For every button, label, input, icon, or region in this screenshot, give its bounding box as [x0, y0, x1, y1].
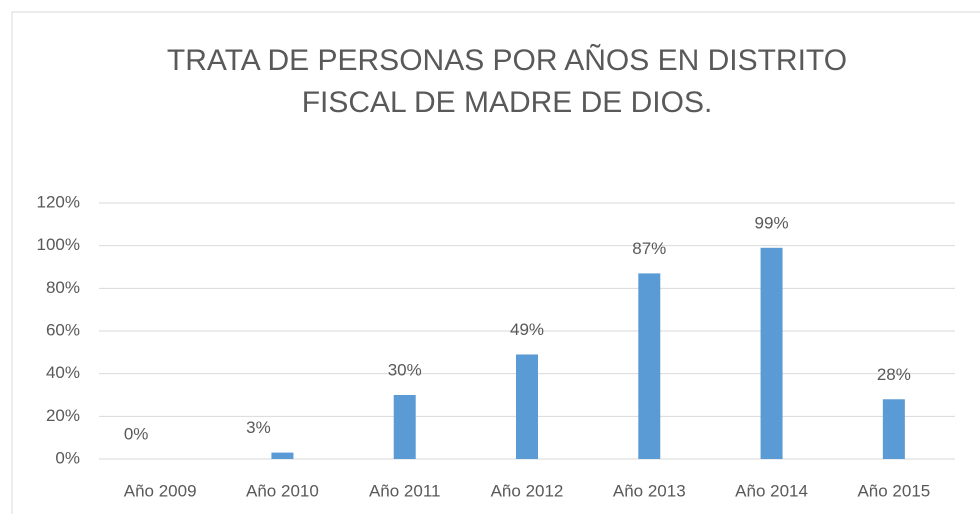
- x-tick-label: Año 2009: [124, 481, 197, 500]
- x-tick-label: Año 2011: [369, 481, 441, 500]
- y-tick-label: 40%: [46, 363, 80, 382]
- y-tick-label: 100%: [37, 235, 80, 254]
- bar: [393, 395, 416, 459]
- chart-frame: [11, 11, 980, 514]
- data-label: 28%: [877, 365, 911, 384]
- y-tick-label: 60%: [46, 320, 80, 339]
- y-tick-label: 80%: [46, 278, 80, 297]
- bar: [760, 247, 783, 459]
- x-tick-label: Año 2014: [735, 481, 808, 500]
- bar: [516, 354, 538, 459]
- data-label: 49%: [510, 320, 544, 339]
- data-label: 3%: [246, 418, 271, 437]
- chart-title: TRATA DE PERSONAS POR AÑOS EN DISTRITO: [167, 43, 847, 77]
- data-label: 87%: [632, 239, 666, 258]
- data-label: 30%: [388, 360, 422, 379]
- x-tick-label: Año 2010: [246, 481, 319, 500]
- data-label: 99%: [755, 213, 789, 232]
- bar: [882, 399, 905, 459]
- data-label: 0%: [124, 424, 149, 443]
- y-tick-label: 120%: [37, 192, 80, 211]
- x-tick-label: Año 2015: [857, 481, 930, 500]
- chart-title: FISCAL DE MADRE DE DIOS.: [302, 86, 713, 119]
- bar: [271, 452, 294, 459]
- x-tick-label: Año 2012: [491, 481, 564, 500]
- bar: [638, 273, 661, 459]
- y-tick-label: 0%: [55, 448, 80, 467]
- y-tick-label: 20%: [46, 406, 80, 425]
- x-tick-label: Año 2013: [613, 481, 686, 500]
